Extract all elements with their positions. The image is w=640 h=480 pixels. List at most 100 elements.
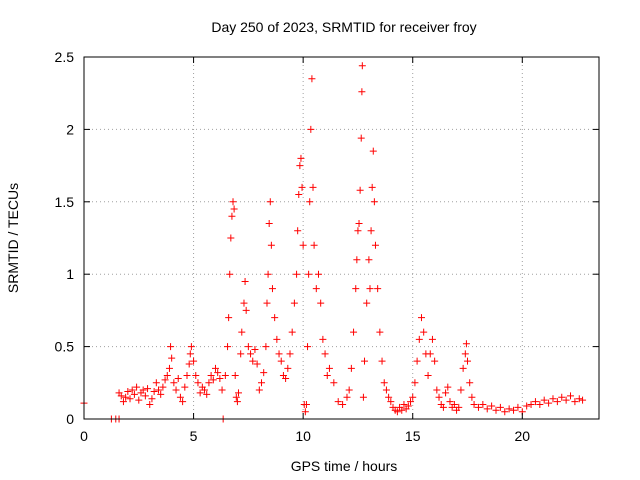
data-point: [457, 386, 465, 394]
data-point: [221, 372, 229, 380]
data-point: [205, 379, 213, 387]
data-point: [359, 393, 367, 401]
data-point: [228, 212, 236, 220]
data-point: [527, 401, 535, 409]
data-point: [431, 357, 439, 365]
data-point: [417, 314, 425, 322]
y-tick-label: 0: [66, 411, 74, 427]
data-point: [196, 389, 204, 397]
data-point: [325, 364, 333, 372]
data-point: [450, 401, 458, 409]
data-point: [492, 406, 500, 414]
data-point: [168, 354, 176, 362]
data-point: [305, 270, 313, 278]
data-point: [275, 350, 283, 358]
data-point: [468, 393, 476, 401]
data-point: [176, 393, 184, 401]
data-point: [354, 227, 362, 235]
data-point: [194, 379, 202, 387]
data-point: [304, 343, 312, 351]
data-point: [237, 350, 245, 358]
data-point: [531, 398, 539, 406]
data-point: [214, 369, 222, 377]
data-point: [267, 241, 275, 249]
data-point: [306, 198, 314, 206]
data-point: [157, 390, 165, 398]
data-point: [367, 227, 375, 235]
y-tick-label: 2: [66, 121, 74, 137]
data-point: [161, 376, 169, 384]
data-point: [380, 379, 388, 387]
data-point: [159, 383, 167, 391]
data-point: [369, 147, 377, 155]
data-point: [308, 75, 316, 83]
data-point: [133, 383, 141, 391]
data-point: [505, 405, 513, 413]
data-point: [148, 395, 156, 403]
data-point: [323, 372, 331, 380]
x-tick-label: 20: [515, 428, 531, 444]
data-point: [187, 343, 195, 351]
data-point: [514, 403, 522, 411]
data-point: [330, 379, 338, 387]
data-point: [376, 328, 384, 336]
data-point: [366, 285, 374, 293]
data-point: [444, 383, 452, 391]
data-point: [163, 372, 171, 380]
y-tick-label: 0.5: [55, 339, 75, 355]
data-point: [442, 389, 450, 397]
data-point: [479, 401, 487, 409]
data-point: [549, 395, 557, 403]
data-point: [321, 350, 329, 358]
y-axis-label: SRMTID / TECUs: [5, 183, 21, 293]
data-point: [293, 270, 301, 278]
data-point: [181, 383, 189, 391]
data-point: [235, 389, 242, 397]
data-point: [446, 398, 454, 406]
data-point: [144, 385, 152, 393]
data-point: [455, 403, 463, 411]
data-point: [309, 183, 317, 191]
y-tick-labels: 0 0.5 1 1.5 2 2.5: [55, 49, 75, 427]
data-point: [420, 328, 428, 336]
data-point: [298, 183, 306, 191]
data-point: [155, 386, 163, 394]
data-point: [192, 372, 200, 380]
data-point: [352, 285, 360, 293]
data-point: [255, 386, 263, 394]
data-point: [545, 399, 553, 407]
data-point: [299, 241, 307, 249]
data-point: [183, 372, 191, 380]
data-point: [179, 398, 187, 406]
data-point: [262, 343, 270, 351]
data-point: [229, 198, 237, 206]
data-point: [378, 357, 386, 365]
data-point: [310, 241, 318, 249]
data-point: [382, 386, 390, 394]
data-point: [567, 392, 575, 400]
data-point: [284, 364, 292, 372]
data-point: [439, 403, 447, 411]
data-point: [251, 345, 259, 353]
data-point: [536, 401, 544, 409]
data-point: [345, 386, 353, 394]
data-point: [365, 256, 373, 264]
data-point: [174, 374, 182, 382]
data-point: [302, 401, 310, 409]
data-point: [165, 364, 173, 372]
data-point: [433, 386, 441, 394]
data-point: [117, 392, 125, 400]
data-point: [271, 314, 279, 322]
data-point: [374, 285, 382, 293]
grid-lines: [84, 57, 599, 419]
data-point: [356, 186, 364, 194]
data-point: [119, 398, 127, 406]
x-tick-label: 5: [190, 428, 198, 444]
data-point: [407, 398, 415, 406]
data-point: [413, 357, 421, 365]
data-point: [571, 398, 579, 406]
data-point: [130, 390, 138, 398]
y-tick-label: 2.5: [55, 49, 75, 65]
data-point: [459, 364, 467, 372]
data-point: [253, 360, 261, 368]
